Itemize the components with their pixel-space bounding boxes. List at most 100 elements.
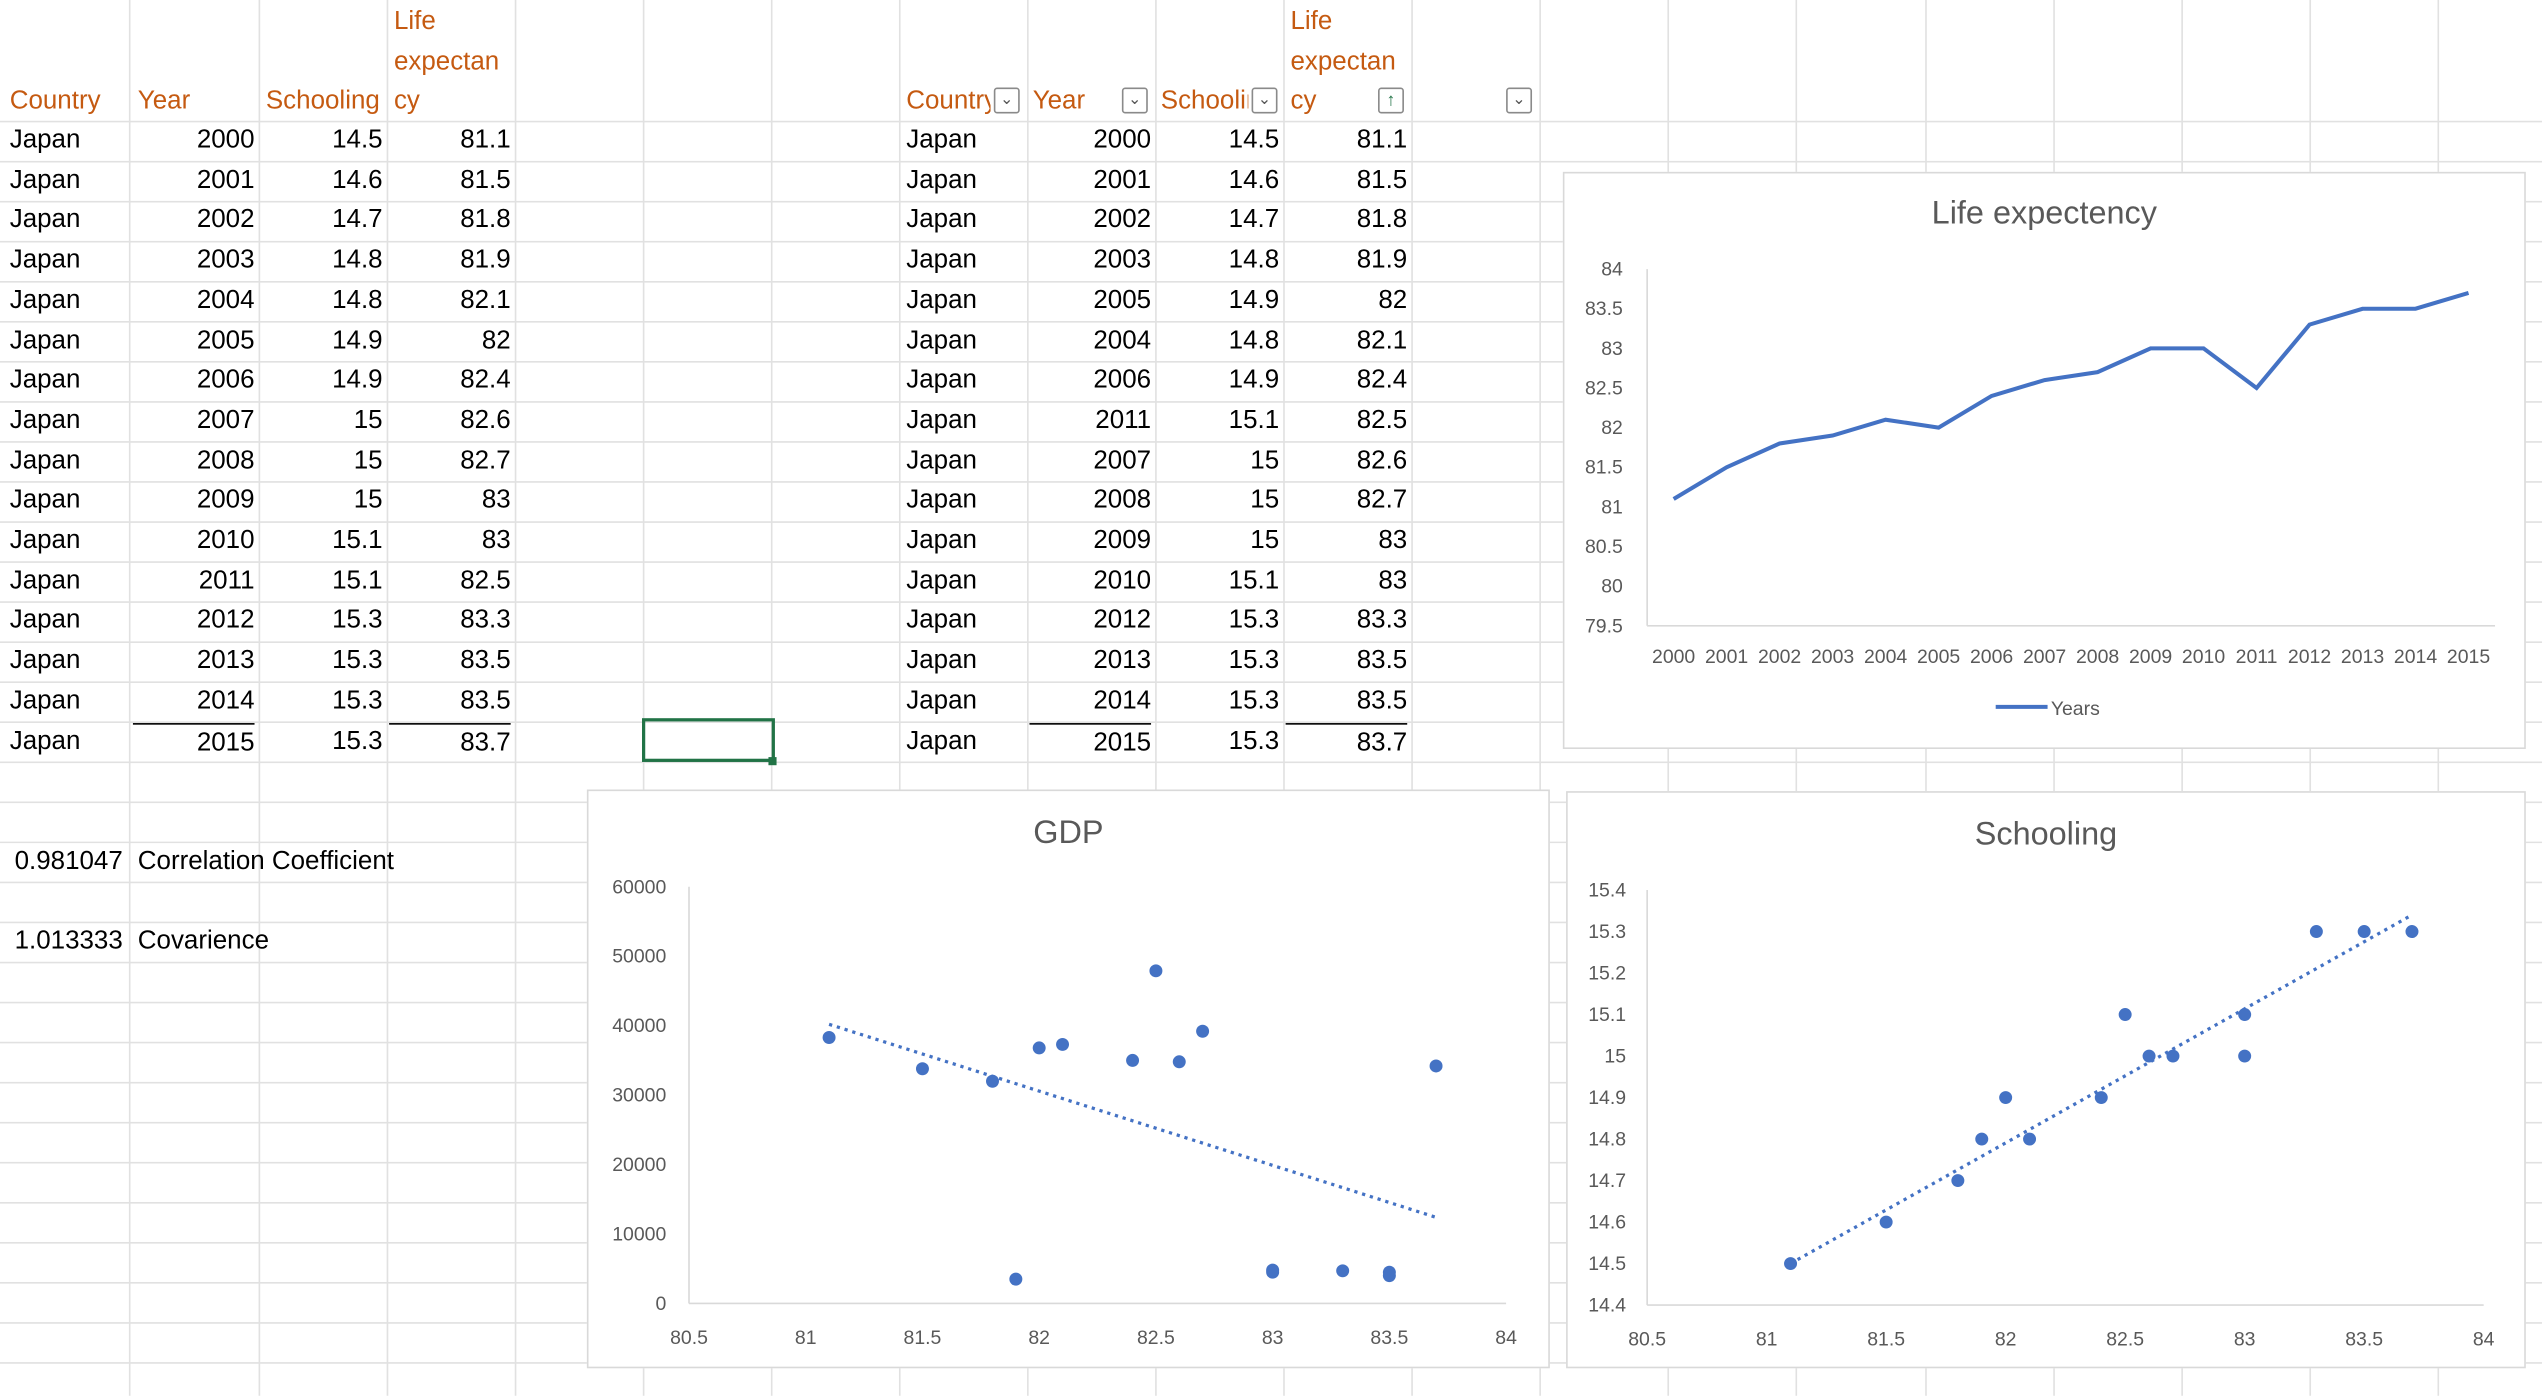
cell-year[interactable]: 2005 bbox=[196, 326, 255, 355]
cell-country[interactable]: Japan bbox=[9, 526, 81, 555]
cell-life-expectancy[interactable]: 83.3 bbox=[1356, 606, 1408, 635]
cell-life-expectancy[interactable]: 81.9 bbox=[1356, 246, 1408, 275]
cell-year[interactable]: 2006 bbox=[196, 366, 255, 395]
cell-life-expectancy[interactable]: 81.9 bbox=[460, 246, 511, 275]
cell-life-expectancy[interactable]: 82 bbox=[1378, 286, 1408, 315]
cell-life-expectancy[interactable]: 83 bbox=[1378, 566, 1408, 595]
cell-country[interactable]: Japan bbox=[906, 566, 977, 595]
cell-year[interactable]: 2015 bbox=[1029, 722, 1152, 763]
cell-life-expectancy[interactable]: 83.5 bbox=[1356, 647, 1408, 675]
cell-country[interactable]: Japan bbox=[9, 486, 81, 515]
left-header-year[interactable]: Year bbox=[137, 87, 191, 116]
cell-schooling[interactable]: 15.1 bbox=[1228, 406, 1280, 435]
cell-year[interactable]: 2004 bbox=[1093, 326, 1152, 355]
cell-year[interactable]: 2005 bbox=[1093, 286, 1152, 315]
cell-schooling[interactable]: 15.3 bbox=[332, 687, 383, 715]
covariance-value[interactable]: 1.013333 bbox=[14, 927, 123, 955]
cell-year[interactable]: 2007 bbox=[196, 406, 255, 435]
filter-year-button[interactable]: ⌄ bbox=[1121, 87, 1148, 114]
cell-schooling[interactable]: 15.3 bbox=[1228, 606, 1280, 635]
cell-life-expectancy[interactable]: 83 bbox=[481, 526, 511, 555]
cell-life-expectancy[interactable]: 82.6 bbox=[1356, 446, 1408, 475]
gdp-chart[interactable]: GDP 60000 50000 40000 30000 20000 10000 0 80.5 8… bbox=[586, 789, 1550, 1369]
cell-schooling[interactable]: 14.8 bbox=[1228, 246, 1280, 275]
cell-schooling[interactable]: 15.3 bbox=[1228, 687, 1280, 715]
cell-life-expectancy[interactable]: 81.8 bbox=[460, 206, 511, 235]
cell-schooling[interactable]: 15 bbox=[353, 406, 383, 435]
cell-year[interactable]: 2013 bbox=[196, 647, 255, 675]
cell-country[interactable]: Japan bbox=[906, 727, 977, 755]
cell-life-expectancy[interactable]: 82.4 bbox=[1356, 366, 1408, 395]
right-header-country[interactable]: Country bbox=[906, 87, 991, 116]
cell-country[interactable]: Japan bbox=[906, 526, 977, 555]
cell-schooling[interactable]: 14.5 bbox=[1228, 126, 1280, 155]
cell-country[interactable]: Japan bbox=[9, 126, 81, 155]
cell-schooling[interactable]: 15.3 bbox=[332, 606, 383, 635]
cell-schooling[interactable]: 15.1 bbox=[332, 526, 383, 555]
cell-country[interactable]: Japan bbox=[9, 406, 81, 435]
cell-year[interactable]: 2015 bbox=[132, 722, 255, 763]
cell-country[interactable]: Japan bbox=[906, 206, 977, 235]
cell-life-expectancy[interactable]: 82 bbox=[481, 326, 511, 355]
cell-schooling[interactable]: 15 bbox=[1250, 446, 1280, 475]
cell-year[interactable]: 2008 bbox=[1093, 486, 1152, 515]
cell-country[interactable]: Japan bbox=[906, 326, 977, 355]
cell-country[interactable]: Japan bbox=[906, 366, 977, 395]
cell-schooling[interactable]: 14.8 bbox=[1228, 326, 1280, 355]
cell-country[interactable]: Japan bbox=[906, 246, 977, 275]
cell-life-expectancy[interactable]: 83.3 bbox=[460, 606, 511, 635]
cell-life-expectancy[interactable]: 83.7 bbox=[389, 722, 511, 763]
cell-country[interactable]: Japan bbox=[906, 166, 977, 195]
cell-life-expectancy[interactable]: 81.8 bbox=[1356, 206, 1408, 235]
cell-life-expectancy[interactable]: 82.1 bbox=[460, 286, 511, 315]
cell-schooling[interactable]: 14.7 bbox=[332, 206, 383, 235]
cell-life-expectancy[interactable]: 81.1 bbox=[460, 126, 511, 155]
cell-country[interactable]: Japan bbox=[9, 166, 81, 195]
cell-country[interactable]: Japan bbox=[9, 687, 81, 715]
cell-country[interactable]: Japan bbox=[906, 446, 977, 475]
cell-year[interactable]: 2013 bbox=[1093, 647, 1152, 675]
covariance-label[interactable]: Covarience bbox=[137, 927, 270, 955]
cell-schooling[interactable]: 15 bbox=[1250, 486, 1280, 515]
cell-year[interactable]: 2001 bbox=[196, 166, 255, 195]
cell-year[interactable]: 2011 bbox=[1095, 406, 1152, 435]
left-header-country[interactable]: Country bbox=[9, 87, 101, 116]
cell-country[interactable]: Japan bbox=[9, 286, 81, 315]
cell-country[interactable]: Japan bbox=[9, 446, 81, 475]
cell-year[interactable]: 2007 bbox=[1093, 446, 1152, 475]
cell-schooling[interactable]: 15 bbox=[353, 446, 383, 475]
correlation-value[interactable]: 0.981047 bbox=[14, 847, 123, 876]
schooling-chart[interactable]: Schooling 15.4 15.3 15.2 15.1 15 14.9 14.8 14.7… bbox=[1566, 791, 2526, 1369]
cell-country[interactable]: Japan bbox=[906, 286, 977, 315]
cell-schooling[interactable]: 14.9 bbox=[332, 366, 383, 395]
fill-handle[interactable] bbox=[768, 757, 777, 766]
cell-life-expectancy[interactable]: 81.5 bbox=[1356, 166, 1408, 195]
cell-country[interactable]: Japan bbox=[9, 366, 81, 395]
cell-country[interactable]: Japan bbox=[906, 687, 977, 715]
cell-schooling[interactable]: 14.5 bbox=[332, 126, 383, 155]
cell-schooling[interactable]: 14.9 bbox=[1228, 366, 1280, 395]
cell-life-expectancy[interactable]: 82.1 bbox=[1356, 326, 1408, 355]
cell-year[interactable]: 2004 bbox=[196, 286, 255, 315]
cell-schooling[interactable]: 14.6 bbox=[332, 166, 383, 195]
cell-life-expectancy[interactable]: 82.6 bbox=[460, 406, 511, 435]
cell-country[interactable]: Japan bbox=[906, 647, 977, 675]
cell-life-expectancy[interactable]: 82.7 bbox=[460, 446, 511, 475]
cell-schooling[interactable]: 15.3 bbox=[332, 727, 383, 755]
cell-year[interactable]: 2010 bbox=[1093, 566, 1152, 595]
cell-year[interactable]: 2000 bbox=[196, 126, 255, 155]
cell-country[interactable]: Japan bbox=[9, 566, 81, 595]
cell-schooling[interactable]: 15 bbox=[1250, 526, 1280, 555]
cell-life-expectancy[interactable]: 83.5 bbox=[460, 687, 511, 715]
filter-country-button[interactable]: ⌄ bbox=[993, 87, 1020, 114]
cell-life-expectancy[interactable]: 83.5 bbox=[460, 647, 511, 675]
cell-year[interactable]: 2012 bbox=[196, 606, 255, 635]
cell-year[interactable]: 2014 bbox=[1093, 687, 1152, 715]
left-header-life-line2[interactable]: expectan bbox=[393, 48, 500, 77]
cell-year[interactable]: 2009 bbox=[1093, 526, 1152, 555]
cell-year[interactable]: 2000 bbox=[1093, 126, 1152, 155]
cell-year[interactable]: 2009 bbox=[196, 486, 255, 515]
cell-country[interactable]: Japan bbox=[906, 606, 977, 635]
sort-ascending-icon[interactable]: ↑ bbox=[1378, 87, 1404, 114]
cell-year[interactable]: 2011 bbox=[198, 566, 255, 595]
